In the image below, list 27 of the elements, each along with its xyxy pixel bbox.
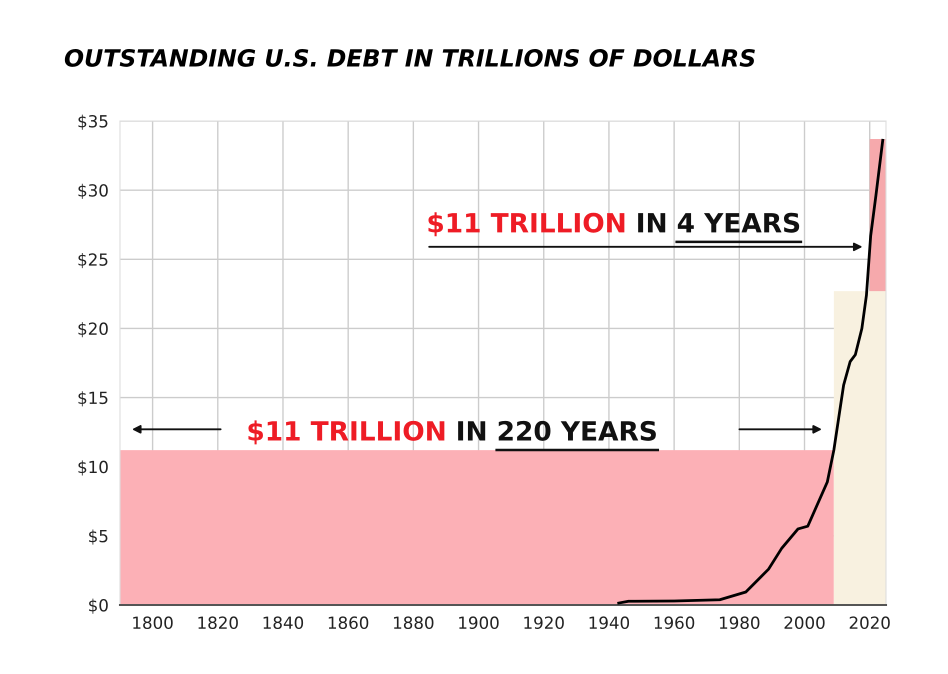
x-tick-label: 1900 (459, 616, 499, 630)
y-tick-label: $15 (78, 391, 108, 406)
x-tick-label: 1940 (590, 616, 630, 630)
y-tick-label: $5 (89, 530, 108, 545)
y-tick-label: $35 (78, 114, 108, 130)
x-tick-label: 2000 (784, 616, 825, 630)
y-tick-label: $30 (78, 184, 108, 199)
x-tick-label: 1880 (394, 616, 434, 630)
x-tick-label: 1800 (133, 616, 173, 630)
annotation: 4 YEARS (678, 212, 800, 233)
x-tick-label: 1920 (524, 616, 564, 630)
x-tick-label: 1820 (198, 616, 238, 630)
x-tick-label: 1860 (328, 616, 368, 630)
annotation: IN (458, 421, 486, 440)
annotation: 220 YEARS (498, 420, 656, 441)
annotation: $11 TRILLION (248, 420, 444, 444)
x-tick-label: 1840 (264, 616, 304, 630)
y-tick-label: $25 (78, 252, 108, 268)
chart-title: OUTSTANDING U.S. DEBT IN TRILLIONS OF DOLLARS (64, 48, 755, 67)
x-tick-label: 1960 (654, 616, 694, 630)
annotation: $11 TRILLION (428, 212, 624, 236)
y-tick-label: $20 (78, 322, 108, 338)
annotation: IN (638, 213, 666, 232)
x-tick-label: 1980 (720, 616, 760, 630)
y-tick-label: $0 (89, 598, 108, 614)
y-tick-label: $10 (78, 460, 108, 476)
x-tick-label: 2020 (850, 616, 890, 630)
